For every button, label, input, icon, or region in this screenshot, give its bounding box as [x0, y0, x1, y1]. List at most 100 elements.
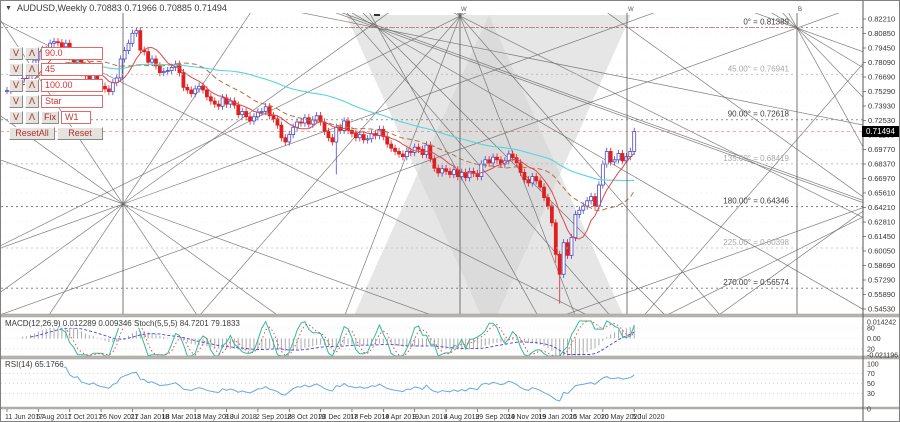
angle-decrease-button[interactable]: V [9, 47, 23, 60]
candle-body [518, 162, 523, 173]
candle-body [569, 237, 574, 256]
param-row-timeframe: V Λ Fix W1 [9, 111, 103, 124]
candle-body [134, 30, 139, 34]
rsi-line [38, 362, 635, 402]
macd-scale-label: 80 [867, 326, 875, 333]
candle-body [530, 176, 535, 184]
candle-body [107, 88, 111, 92]
mode-increase-button[interactable]: Λ [25, 95, 39, 108]
date-axis-label: 24 Nov 2019 [507, 414, 547, 421]
candle-body [553, 222, 558, 255]
panel-separator[interactable] [1, 313, 900, 318]
candle-body [291, 126, 296, 136]
price-axis-label: 0.65610 [868, 189, 895, 198]
candle-body [299, 121, 303, 124]
candle-body [303, 117, 307, 124]
candle-body [130, 32, 135, 44]
size-field[interactable]: 100.00 [41, 79, 103, 92]
date-axis-label: 1 Oct 2017 [68, 414, 102, 421]
gann-level-label: 180.00° = 0.64346 [723, 197, 789, 206]
mode-decrease-button[interactable]: V [9, 95, 23, 108]
reset-button[interactable]: Reset [57, 127, 103, 140]
candle-body [193, 88, 198, 95]
candle-body [585, 200, 590, 207]
candle-body [393, 147, 397, 152]
date-axis-label: 8 Jul 2018 [225, 414, 257, 421]
mode-field[interactable]: Star [41, 95, 103, 108]
candle-body [357, 134, 362, 139]
panel-separator[interactable] [1, 355, 900, 360]
candle-body [624, 156, 629, 162]
chart-dropdown-icon[interactable]: ▼ [5, 4, 12, 12]
candle-body [244, 111, 249, 118]
candle-body [616, 153, 621, 161]
reset-all-button[interactable]: ResetAll [9, 127, 55, 140]
timeframe-decrease-button[interactable]: V [9, 111, 23, 124]
candle-body [110, 82, 115, 92]
price-axis-label: 0.55890 [868, 290, 895, 299]
candle-body [397, 151, 401, 155]
param-row-angle: V Λ 90.0 [9, 47, 103, 60]
candle-body [401, 153, 405, 158]
size-increase-button[interactable]: Λ [25, 79, 39, 92]
price-axis-label: 0.58690 [868, 261, 895, 270]
candle-body [259, 111, 264, 113]
candle-body [279, 124, 284, 139]
price-axis-label: 0.68370 [868, 160, 895, 169]
candle-body [248, 116, 252, 122]
candle-body [389, 143, 394, 149]
candle-body [408, 151, 413, 153]
candle-body [381, 128, 386, 138]
gann-level-label: 270.00° = 0.56574 [723, 278, 789, 287]
candle-body [201, 85, 205, 91]
candle-body [283, 137, 288, 143]
angle-field[interactable]: 90.0 [41, 47, 103, 60]
candle-body [448, 170, 452, 175]
fix-button[interactable]: Fix [41, 111, 59, 124]
candle-body [157, 65, 162, 74]
candle-body [589, 196, 593, 202]
price-axis-label: 0.75290 [868, 87, 895, 96]
timeframe-field[interactable]: W1 [61, 111, 91, 124]
candle-body [573, 214, 578, 238]
scale-decrease-button[interactable]: V [9, 63, 23, 76]
angle-increase-button[interactable]: Λ [25, 47, 39, 60]
candle-body [628, 151, 633, 158]
candle-body [549, 205, 554, 224]
candle-body [197, 85, 201, 90]
candle-body [150, 58, 154, 63]
scale-field[interactable]: 45 [41, 63, 103, 76]
macd-scale-label: 0.00 [867, 336, 881, 343]
macd-scale-label: 20 [867, 347, 875, 354]
panel-separator[interactable] [1, 406, 900, 410]
price-axis-label: 0.69770 [868, 145, 895, 154]
candle-body [228, 100, 233, 105]
param-row-scale: V Λ 45 [9, 63, 103, 76]
candle-body [330, 137, 335, 143]
timeframe-increase-button[interactable]: Λ [25, 111, 39, 124]
candle-body [632, 131, 637, 152]
candle-body [440, 168, 445, 174]
peak-marker [374, 14, 380, 16]
price-axis-label: 0.79450 [868, 44, 895, 53]
rsi-scale-label: 100 [867, 362, 879, 369]
date-axis-label: 2 Sep 2018 [256, 414, 292, 421]
price-axis-label: 0.57290 [868, 276, 895, 285]
gann-level-label: 0° = 0.81389 [743, 18, 789, 27]
price-axis-label: 0.64210 [868, 203, 895, 212]
candle-body [236, 104, 241, 116]
candle-body [404, 151, 409, 158]
reset-row: ResetAll Reset [9, 127, 103, 140]
candle-body [326, 131, 331, 139]
scale-increase-button[interactable]: Λ [25, 63, 39, 76]
price-axis-label: 0.80850 [868, 29, 895, 38]
candle-body [424, 144, 429, 155]
candle-body [577, 209, 582, 215]
candle-body [451, 169, 456, 175]
size-decrease-button[interactable]: V [9, 79, 23, 92]
current-price-tag: 0.71494 [862, 126, 899, 137]
date-axis-label: 10 May 2020 [601, 414, 642, 421]
candle-body [436, 167, 441, 174]
vertical-line-tag: W [628, 7, 634, 13]
